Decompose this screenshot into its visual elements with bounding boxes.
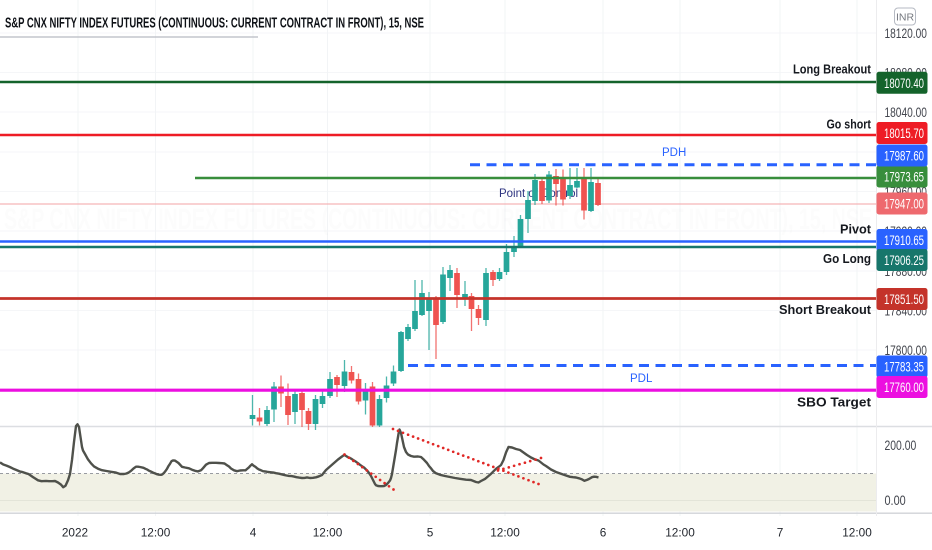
svg-text:7: 7 (777, 526, 784, 540)
svg-text:18120.00: 18120.00 (885, 25, 928, 41)
svg-text:6: 6 (600, 526, 607, 540)
svg-text:17906.25: 17906.25 (884, 252, 924, 268)
svg-text:2022: 2022 (62, 526, 88, 540)
svg-text:200.00: 200.00 (885, 437, 917, 453)
svg-text:17800.00: 17800.00 (885, 342, 928, 358)
svg-text:Pivot: Pivot (840, 223, 872, 237)
svg-text:12:00: 12:00 (665, 526, 695, 540)
svg-text:S&P CNX NIFTY INDEX FUTURES (C: S&P CNX NIFTY INDEX FUTURES (CONTINUOUS:… (5, 16, 424, 32)
svg-text:17987.60: 17987.60 (884, 148, 924, 164)
svg-text:INR: INR (896, 12, 915, 24)
svg-text:17973.65: 17973.65 (884, 169, 924, 185)
svg-text:Go short: Go short (827, 118, 872, 132)
svg-text:Point of Control: Point of Control (499, 186, 578, 200)
svg-text:17760.00: 17760.00 (884, 379, 924, 395)
svg-text:PDL: PDL (630, 373, 653, 385)
svg-text:17947.00: 17947.00 (884, 196, 924, 212)
svg-text:12:00: 12:00 (141, 526, 171, 540)
svg-text:12:00: 12:00 (842, 526, 872, 540)
svg-text:Short Breakout: Short Breakout (779, 303, 872, 317)
svg-text:18070.40: 18070.40 (884, 75, 924, 91)
svg-text:Go Long: Go Long (823, 252, 871, 266)
svg-text:17910.65: 17910.65 (884, 232, 924, 248)
svg-text:17783.35: 17783.35 (884, 359, 924, 375)
svg-text:SBO Target: SBO Target (797, 396, 872, 410)
svg-text:12:00: 12:00 (490, 526, 520, 540)
svg-text:PDH: PDH (662, 147, 686, 159)
svg-text:S&P CNX NIFTY INDEX FUTURES (C: S&P CNX NIFTY INDEX FUTURES (CONTINUOUS:… (4, 203, 872, 236)
svg-text:Long Breakout: Long Breakout (793, 63, 872, 77)
svg-text:12:00: 12:00 (313, 526, 343, 540)
svg-text:4: 4 (250, 526, 257, 540)
svg-text:0.00: 0.00 (885, 492, 906, 508)
svg-text:17851.50: 17851.50 (884, 291, 924, 307)
svg-text:18015.70: 18015.70 (884, 125, 924, 141)
svg-text:5: 5 (427, 526, 434, 540)
svg-text:18040.00: 18040.00 (885, 104, 928, 120)
